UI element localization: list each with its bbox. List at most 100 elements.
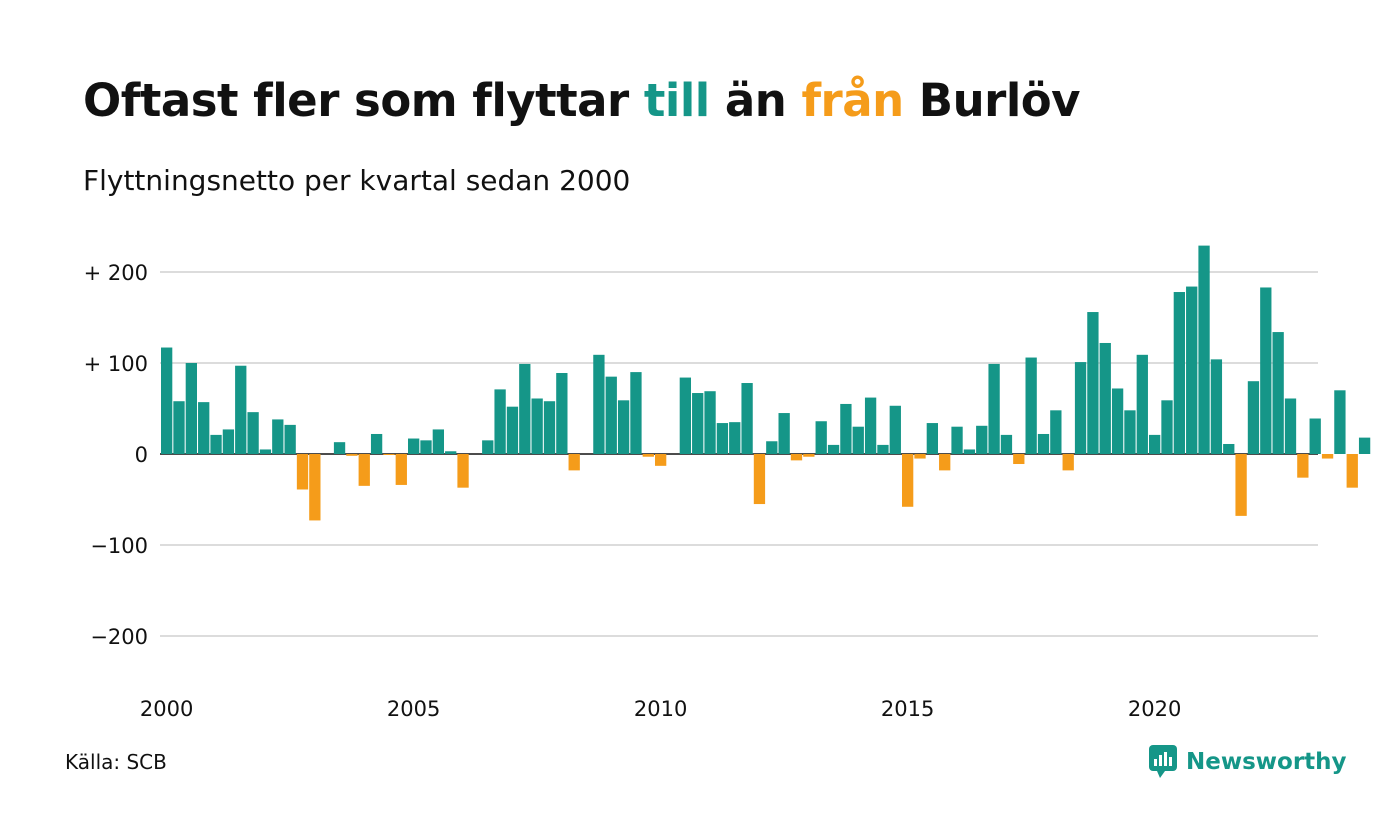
- bar: [519, 363, 531, 454]
- newsworthy-logo: Newsworthy: [1148, 744, 1347, 780]
- bar: [902, 454, 914, 507]
- bar: [593, 354, 605, 454]
- x-tick-label: 2005: [387, 697, 440, 721]
- bar: [1309, 418, 1321, 454]
- bar: [1173, 292, 1185, 454]
- bar: [1099, 342, 1111, 454]
- bar: [963, 449, 976, 454]
- x-axis-tick-labels: 2000 2005 2010 2015 2020: [140, 697, 1181, 721]
- bar: [1025, 357, 1037, 454]
- bar: [1000, 434, 1013, 454]
- chart-title: Oftast fler som flyttar till än från Bur…: [83, 74, 1081, 127]
- bar: [1235, 454, 1247, 516]
- bar: [840, 403, 852, 454]
- bar: [1050, 410, 1062, 454]
- title-part3: Burlöv: [903, 74, 1081, 127]
- bar: [370, 433, 383, 454]
- bar: [1334, 390, 1346, 454]
- bar: [1210, 359, 1223, 454]
- logo-text: Newsworthy: [1186, 749, 1347, 775]
- bar: [692, 393, 704, 454]
- bar: [1062, 454, 1074, 471]
- bar: [506, 406, 519, 454]
- bar: [1149, 434, 1161, 454]
- bar: [1297, 454, 1309, 478]
- bar: [1198, 245, 1210, 454]
- bar: [1272, 332, 1284, 454]
- bar: [852, 426, 864, 454]
- bar: [222, 429, 235, 454]
- bar: [272, 419, 284, 454]
- bar: [568, 454, 580, 471]
- bar: [741, 383, 753, 454]
- bar: [976, 425, 988, 454]
- bar: [296, 454, 309, 490]
- bar: [383, 454, 395, 455]
- bar: [284, 424, 296, 454]
- bar: [1223, 443, 1235, 454]
- y-tick-label: −200: [90, 625, 148, 649]
- x-tick-label: 2000: [140, 697, 193, 721]
- bar: [494, 389, 506, 454]
- bar: [827, 444, 840, 454]
- x-tick-label: 2015: [881, 697, 934, 721]
- bar: [1260, 287, 1272, 454]
- bar: [1161, 400, 1173, 454]
- chart-subtitle: Flyttningsnetto per kvartal sedan 2000: [83, 164, 631, 197]
- bar: [790, 454, 803, 461]
- bar: [185, 363, 197, 454]
- bar: [1186, 286, 1198, 454]
- bar: [309, 454, 321, 521]
- bar: [1013, 454, 1025, 465]
- newsworthy-logo-icon: [1149, 745, 1177, 778]
- bar: [1074, 362, 1087, 454]
- y-tick-label: + 100: [84, 352, 148, 376]
- bar: [716, 423, 729, 454]
- bar: [877, 444, 889, 454]
- bar: [655, 454, 667, 466]
- bar: [753, 454, 766, 505]
- bar: [766, 441, 778, 454]
- bar: [679, 377, 691, 454]
- source-label: Källa: SCB: [65, 750, 167, 774]
- bar: [642, 454, 654, 457]
- bar: [951, 426, 963, 454]
- bar: [333, 442, 346, 454]
- bar: [617, 400, 630, 454]
- x-tick-label: 2020: [1128, 697, 1181, 721]
- bar: [543, 401, 556, 454]
- bar: [259, 449, 272, 454]
- bar: [1124, 410, 1136, 454]
- bar: [420, 440, 432, 454]
- bars-layer: [161, 245, 1371, 521]
- bar: [1087, 312, 1099, 454]
- title-highlight-till: till: [643, 74, 710, 127]
- bar: [432, 429, 444, 454]
- bar: [864, 397, 877, 454]
- bar: [815, 421, 827, 454]
- bar: [408, 438, 420, 454]
- bar: [457, 454, 469, 488]
- bar: [1321, 454, 1334, 459]
- bar: [988, 363, 1000, 454]
- bar: [704, 391, 716, 454]
- bar: [395, 454, 407, 485]
- bar: [926, 423, 938, 454]
- bar: [1037, 433, 1050, 454]
- bar: [630, 372, 642, 454]
- bar: [531, 398, 543, 454]
- bar: [247, 412, 259, 454]
- title-part2: än: [709, 74, 802, 127]
- bar: [358, 454, 370, 486]
- bar: [173, 401, 185, 454]
- bar: [1284, 398, 1297, 454]
- bar: [161, 347, 173, 454]
- bar: [803, 454, 815, 457]
- bar: [556, 373, 568, 454]
- y-tick-label: 0: [135, 443, 148, 467]
- bar: [1247, 381, 1260, 454]
- bar: [1111, 388, 1124, 454]
- bar: [1136, 354, 1148, 454]
- bar: [482, 440, 494, 454]
- bar: [346, 454, 358, 456]
